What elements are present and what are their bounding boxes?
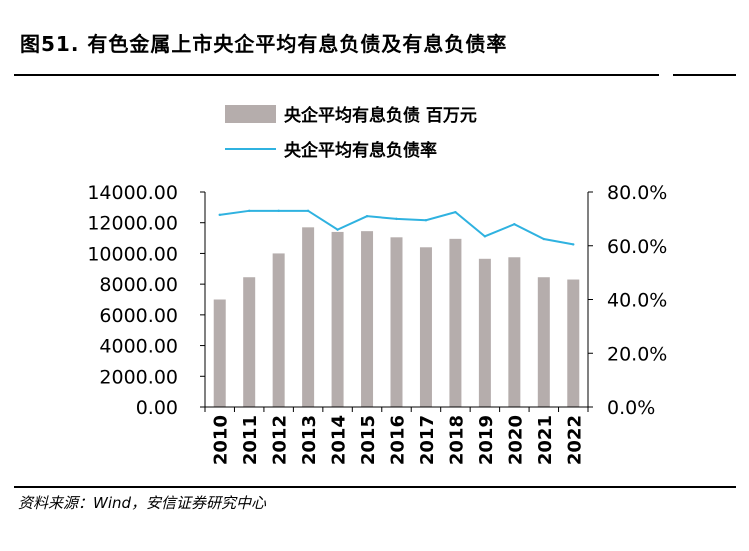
x-tick-label-2019: 2019 [476, 415, 497, 465]
line-point-2014 [336, 228, 339, 231]
source-note: 资料来源：Wind，安信证券研究中心 [18, 494, 267, 512]
x-tick-label-2018: 2018 [446, 415, 467, 465]
line-point-2011 [247, 209, 251, 213]
line-point-2017 [424, 219, 428, 222]
bar-2012 [272, 253, 285, 407]
bar-2016 [390, 237, 403, 407]
x-tick-label-2020: 2020 [505, 415, 526, 465]
right-tick-label: 40.0% [607, 290, 667, 312]
x-tick-label-2015: 2015 [358, 415, 379, 465]
x-tick-label-2021: 2021 [535, 415, 556, 465]
line-point-2020 [513, 223, 516, 226]
bar-series [213, 227, 580, 407]
legend-bar-label: 央企平均有息负债 百万元 [284, 105, 477, 126]
bar-2021 [537, 277, 550, 407]
tick-labels: 0.00 2000.00 4000.00 6000.00 8000.00 10000.00… [87, 182, 667, 465]
line-point-2013 [306, 209, 310, 213]
left-tick-label: 8000.00 [99, 274, 178, 296]
x-tick-label-2016: 2016 [388, 415, 409, 465]
line-point-2015 [365, 214, 369, 218]
line-point-2021 [542, 237, 546, 241]
right-tick-label: 0.0% [607, 397, 655, 419]
left-tick-label: 4000.00 [99, 336, 178, 358]
bar-2022 [567, 279, 580, 407]
left-tick-label: 14000.00 [87, 182, 178, 204]
bar-2014 [331, 231, 344, 407]
x-tick-label-2017: 2017 [417, 415, 438, 465]
right-tick-label: 20.0% [607, 343, 667, 365]
right-tick-label: 80.0% [607, 182, 667, 204]
left-tick-label: 2000.00 [99, 366, 178, 388]
line-series [218, 209, 575, 246]
bar-2019 [478, 258, 491, 407]
left-tick-label: 6000.00 [99, 305, 178, 327]
bar-2015 [361, 231, 374, 407]
line-point-2012 [277, 209, 280, 213]
bar-2020 [508, 257, 521, 407]
line-point-2010 [218, 213, 221, 217]
line-point-2022 [572, 243, 575, 246]
bar-2018 [449, 238, 462, 407]
axes [200, 191, 593, 412]
x-tick-label-2013: 2013 [299, 415, 320, 465]
x-tick-label-2011: 2011 [240, 415, 261, 465]
line-point-2018 [454, 210, 457, 214]
bottom-rule [14, 486, 736, 488]
left-tick-label: 12000.00 [87, 213, 178, 235]
bar-2010 [213, 299, 226, 407]
legend-line-label: 央企平均有息负债率 [284, 140, 437, 161]
top-rule [14, 74, 736, 76]
bar-2011 [243, 277, 256, 407]
x-tick-label-2012: 2012 [270, 415, 291, 465]
right-tick-label: 60.0% [607, 236, 667, 258]
bar-2013 [302, 227, 315, 407]
top-rule-gap [659, 71, 673, 77]
bar-2017 [419, 247, 432, 407]
x-tick-label-2022: 2022 [564, 415, 585, 465]
left-tick-label: 0.00 [136, 397, 178, 419]
x-tick-label-2010: 2010 [211, 415, 232, 465]
chart-title: 图51. 有色金属上市央企平均有息负债及有息负债率 [20, 32, 508, 56]
line-point-2019 [483, 235, 487, 238]
x-tick-label-2014: 2014 [329, 415, 350, 465]
legend-bar-swatch [225, 105, 276, 123]
line-point-2016 [395, 217, 398, 221]
left-tick-label: 10000.00 [87, 243, 178, 265]
